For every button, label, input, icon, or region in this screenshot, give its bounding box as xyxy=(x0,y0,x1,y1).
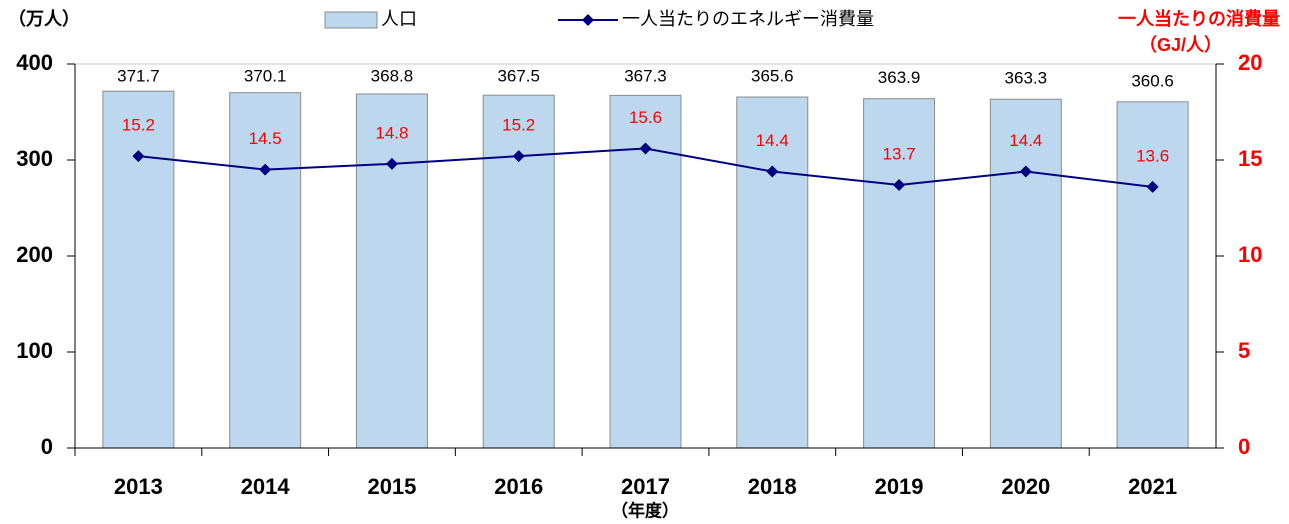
line-value-label: 14.5 xyxy=(249,129,282,148)
x-tick-label: 2015 xyxy=(367,474,416,499)
y2-tick-label: 10 xyxy=(1238,242,1262,267)
line-value-label: 13.6 xyxy=(1136,146,1169,165)
line-marker xyxy=(385,157,398,170)
y-tick-label: 0 xyxy=(41,434,53,459)
line-value-label: 14.4 xyxy=(1009,131,1042,150)
y-tick-label: 200 xyxy=(16,242,53,267)
bar-value-label: 365.6 xyxy=(751,67,794,86)
y2-tick-label: 5 xyxy=(1238,338,1250,363)
bar-value-label: 367.3 xyxy=(624,66,667,85)
bar xyxy=(229,92,302,449)
y2-axis-unit: （GJ/人） xyxy=(1139,35,1222,55)
bar-value-label: 363.3 xyxy=(1005,69,1048,88)
line-marker xyxy=(259,163,272,176)
line-marker xyxy=(1019,165,1032,178)
y-tick-label: 300 xyxy=(16,146,53,171)
bar xyxy=(736,96,809,449)
y-tick-label: 100 xyxy=(16,338,53,363)
x-tick-label: 2016 xyxy=(494,474,543,499)
y2-axis-title: 一人当たりの消費量 xyxy=(1118,8,1280,29)
line-value-label: 15.6 xyxy=(629,108,662,127)
line-marker xyxy=(512,150,525,163)
line-marker xyxy=(639,142,652,155)
line-marker xyxy=(1146,180,1159,193)
bar-value-label: 371.7 xyxy=(117,66,160,85)
line-marker xyxy=(132,150,145,163)
bar xyxy=(1116,101,1189,449)
bar xyxy=(102,90,175,449)
bar-value-label: 368.8 xyxy=(371,66,414,85)
x-tick-label: 2013 xyxy=(114,474,163,499)
y2-tick-label: 0 xyxy=(1238,434,1250,459)
x-tick-label: 2017 xyxy=(621,474,670,499)
line-marker xyxy=(893,178,906,191)
legend-label: 一人当たりのエネルギー消費量 xyxy=(622,9,874,29)
line-value-label: 14.4 xyxy=(756,131,789,150)
x-tick-label: 2018 xyxy=(748,474,797,499)
line-marker xyxy=(766,165,779,178)
x-axis-title: （年度） xyxy=(611,500,679,520)
bar xyxy=(355,93,428,449)
bar xyxy=(989,98,1062,449)
legend-swatch xyxy=(324,11,378,29)
legend-label: 人口 xyxy=(381,9,417,29)
legend-marker xyxy=(582,14,594,26)
y2-tick-label: 20 xyxy=(1238,50,1262,75)
x-tick-label: 2019 xyxy=(875,474,924,499)
x-tick-label: 2021 xyxy=(1128,474,1177,499)
y2-tick-label: 15 xyxy=(1238,146,1262,171)
bar-value-label: 367.5 xyxy=(497,66,540,85)
line-value-label: 15.2 xyxy=(502,116,535,135)
bar-value-label: 370.1 xyxy=(244,66,287,85)
line-value-label: 13.7 xyxy=(883,144,916,163)
x-tick-label: 2020 xyxy=(1001,474,1050,499)
y-axis-title: （万人） xyxy=(8,9,80,29)
bar xyxy=(863,98,936,449)
bar-value-label: 360.6 xyxy=(1131,71,1174,90)
x-tick-label: 2014 xyxy=(241,474,291,499)
y-tick-label: 400 xyxy=(16,50,53,75)
line-value-label: 14.8 xyxy=(375,123,408,142)
bar-value-label: 363.9 xyxy=(878,68,921,87)
line-value-label: 15.2 xyxy=(122,116,155,135)
bar xyxy=(482,94,555,449)
